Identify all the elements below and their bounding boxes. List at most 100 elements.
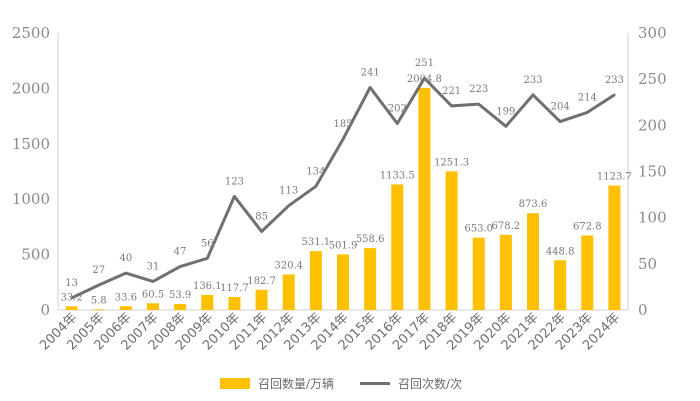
line-value-label: 199 — [496, 106, 515, 117]
bar-value-label: 531.1 — [302, 237, 331, 248]
bar-value-label: 653.0 — [464, 224, 493, 235]
line-series — [70, 76, 616, 300]
line-point — [233, 195, 236, 198]
bar-value-label: 672.8 — [573, 221, 602, 232]
line-point — [70, 296, 73, 300]
bar-value-label: 117.7 — [220, 283, 249, 294]
bar-value-label: 5.8 — [91, 295, 107, 306]
bar-value-label: 320.4 — [274, 260, 303, 271]
bar-value-label: 33.6 — [115, 292, 137, 303]
line-point — [368, 86, 372, 89]
bar — [65, 306, 78, 310]
bar-value-label: 2004.8 — [407, 74, 442, 85]
bar — [391, 184, 404, 310]
line-value-label: 233 — [605, 75, 624, 86]
line-value-label: 223 — [469, 84, 488, 95]
line-point — [586, 111, 589, 114]
bar — [499, 234, 512, 310]
bar-value-label: 136.1 — [193, 281, 222, 292]
left-axis-tick-label: 2500 — [12, 24, 50, 42]
right-axis-tick-label: 250 — [638, 70, 667, 88]
bar-series — [65, 87, 621, 311]
line-point — [341, 137, 345, 141]
bar — [608, 185, 621, 310]
line-value-label: 27 — [92, 265, 105, 276]
line-value-label: 40 — [119, 253, 132, 264]
right-axis-tick-label: 300 — [638, 24, 667, 42]
legend: 召回数量/万辆 召回次数/次 — [220, 376, 462, 391]
bar — [255, 289, 268, 310]
line-value-label: 31 — [147, 261, 160, 272]
right-axis-tick-label: 0 — [638, 301, 648, 319]
line-point — [396, 122, 399, 125]
left-axis-tick-label: 0 — [40, 301, 50, 319]
bar — [282, 274, 295, 310]
left-axis-tick-label: 500 — [21, 246, 50, 264]
bar-value-label: 53.9 — [169, 290, 191, 301]
bar-value-label: 182.7 — [247, 276, 276, 287]
bar-value-label: 678.2 — [492, 221, 521, 232]
bar-value-label: 501.9 — [329, 240, 358, 251]
line-value-label: 47 — [174, 247, 187, 258]
bar — [472, 237, 485, 310]
left-axis-tick-label: 1500 — [12, 135, 50, 153]
right-axis-tick-label: 100 — [638, 209, 667, 227]
line-value-label: 204 — [551, 102, 570, 113]
line-point — [206, 257, 209, 260]
bar — [554, 260, 567, 310]
line-point — [287, 204, 290, 207]
line-value-label: 134 — [306, 166, 325, 177]
bar — [364, 248, 377, 310]
line-value-label: 123 — [225, 176, 244, 187]
line-point — [124, 271, 128, 275]
legend-bar-swatch — [220, 378, 250, 389]
line-point — [558, 120, 562, 123]
line-point — [450, 104, 453, 108]
line-value-label: 85 — [255, 212, 268, 223]
x-axis-ticks: 2004年2005年2006年2007年2008年2009年2010年2011年… — [37, 310, 623, 353]
legend-line-label: 召回次数/次 — [398, 376, 462, 391]
line-value-label: 185 — [333, 119, 352, 130]
line-point — [423, 77, 426, 80]
bar-value-label: 60.5 — [142, 289, 164, 300]
line-point — [151, 280, 155, 283]
bar-value-label: 33.2 — [60, 292, 82, 303]
line-point — [613, 93, 616, 97]
line-value-label: 202 — [388, 103, 407, 114]
line-value-label: 221 — [442, 86, 461, 97]
bar-value-label: 558.6 — [356, 234, 385, 245]
bar — [418, 87, 431, 310]
bar — [119, 306, 132, 310]
left-axis-tick-label: 2000 — [12, 79, 50, 97]
bar-value-label: 1251.3 — [434, 157, 469, 168]
axes: 0 500 1000 1500 2000 2500 0 50 100 150 200 250 300 — [12, 24, 667, 319]
line-point — [178, 265, 182, 268]
line-value-label: 113 — [279, 186, 298, 197]
bar — [228, 296, 241, 310]
right-axis-tick-label: 150 — [638, 163, 667, 181]
line-value-label: 56 — [201, 238, 214, 249]
line-value-label: 13 — [65, 278, 78, 289]
bar — [445, 171, 458, 310]
line-value-label: 214 — [578, 92, 597, 103]
bar-value-label: 1123.7 — [597, 171, 632, 182]
line-point — [260, 230, 263, 233]
right-axis-tick-label: 200 — [638, 116, 667, 134]
bar — [92, 309, 105, 311]
line-point — [477, 102, 480, 106]
bar — [309, 251, 322, 310]
bar-value-label: 1133.5 — [380, 170, 415, 181]
bar — [174, 304, 187, 310]
bar-value-label: 448.8 — [546, 246, 575, 257]
line-value-label: 233 — [523, 75, 542, 86]
bar-value-label: 873.6 — [519, 199, 548, 210]
bar — [527, 213, 539, 310]
right-axis-tick-label: 50 — [638, 255, 657, 273]
line-value-label: 251 — [415, 58, 434, 69]
line-point — [314, 185, 318, 188]
line-point — [531, 93, 535, 97]
line-point — [97, 283, 100, 287]
bar — [201, 294, 214, 310]
legend-bar-label: 召回数量/万辆 — [258, 376, 334, 391]
